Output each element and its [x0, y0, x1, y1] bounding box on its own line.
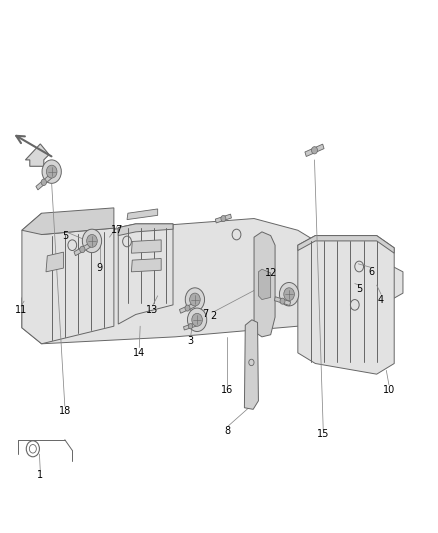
- Text: 6: 6: [368, 267, 374, 277]
- Polygon shape: [22, 208, 114, 235]
- Text: 10: 10: [383, 385, 395, 395]
- Polygon shape: [180, 303, 195, 313]
- Circle shape: [185, 288, 205, 311]
- Polygon shape: [131, 259, 161, 272]
- Polygon shape: [298, 236, 394, 253]
- Polygon shape: [254, 232, 275, 337]
- Circle shape: [190, 293, 200, 306]
- Text: 7: 7: [202, 310, 208, 319]
- Circle shape: [221, 215, 226, 222]
- Circle shape: [284, 288, 294, 301]
- Polygon shape: [127, 209, 158, 220]
- Polygon shape: [131, 240, 161, 253]
- Circle shape: [46, 165, 57, 178]
- Text: 17: 17: [111, 225, 124, 235]
- Polygon shape: [298, 236, 394, 374]
- Polygon shape: [184, 322, 198, 330]
- Text: 13: 13: [146, 305, 159, 315]
- Polygon shape: [25, 144, 49, 166]
- Text: 18: 18: [59, 407, 71, 416]
- Polygon shape: [118, 224, 173, 324]
- Text: 3: 3: [187, 336, 194, 346]
- Circle shape: [188, 324, 193, 329]
- Text: 11: 11: [15, 305, 27, 315]
- Text: 2: 2: [211, 311, 217, 320]
- Text: 12: 12: [265, 268, 277, 278]
- Polygon shape: [22, 213, 114, 344]
- Text: 15: 15: [317, 430, 329, 439]
- Circle shape: [185, 305, 190, 311]
- Polygon shape: [74, 243, 91, 256]
- Text: 9: 9: [97, 263, 103, 272]
- Circle shape: [311, 147, 318, 154]
- Text: 14: 14: [133, 348, 145, 358]
- Polygon shape: [215, 214, 231, 223]
- Circle shape: [279, 282, 299, 306]
- Text: 5: 5: [62, 231, 68, 240]
- Text: 8: 8: [225, 426, 231, 435]
- Polygon shape: [305, 144, 324, 157]
- Circle shape: [41, 179, 46, 185]
- Polygon shape: [275, 297, 290, 305]
- Text: 16: 16: [221, 385, 233, 395]
- Circle shape: [280, 298, 285, 304]
- Circle shape: [187, 308, 207, 332]
- Circle shape: [82, 229, 102, 253]
- Polygon shape: [118, 224, 173, 236]
- Circle shape: [87, 235, 97, 247]
- Circle shape: [42, 160, 61, 183]
- Text: 5: 5: [356, 284, 362, 294]
- Polygon shape: [258, 269, 271, 300]
- Polygon shape: [36, 175, 52, 190]
- Text: 1: 1: [37, 471, 43, 480]
- Circle shape: [192, 313, 202, 326]
- Polygon shape: [22, 219, 403, 344]
- Polygon shape: [46, 252, 64, 272]
- Circle shape: [80, 246, 85, 253]
- Polygon shape: [244, 320, 258, 409]
- Text: 4: 4: [378, 295, 384, 304]
